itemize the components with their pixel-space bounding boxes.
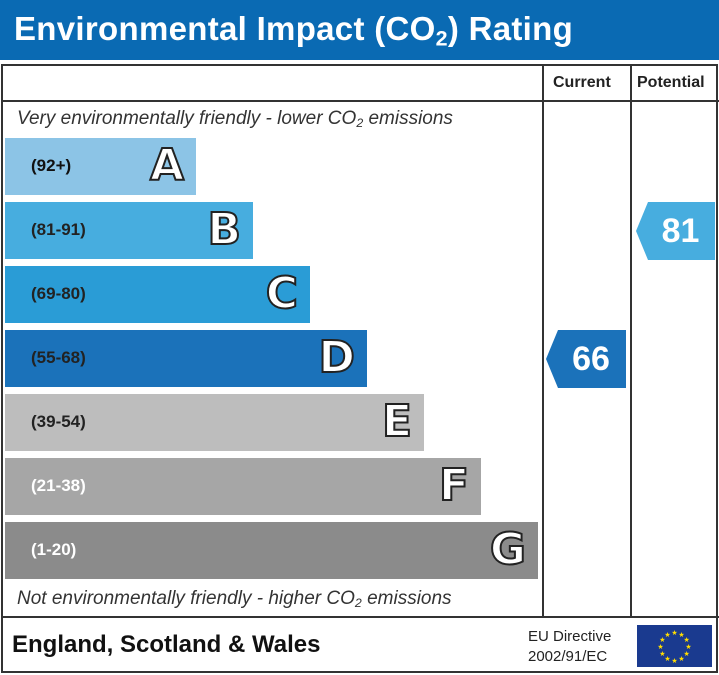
title-end: ) Rating [447,10,574,47]
band-bar-d: (55-68) D [5,330,367,387]
band-bar-b: (81-91) B [5,202,253,259]
svg-text:★: ★ [657,643,663,651]
band-bar-g: (1-20) G [5,522,538,579]
band-range: (39-54) [31,412,86,431]
band-bar-f: (21-38) F [5,458,481,515]
band-letter: C [265,267,299,320]
title-text: Environmental Impact (CO [14,10,436,47]
band-letter: F [438,459,470,512]
region-label: England, Scotland & Wales [12,631,321,658]
band-range: (1-20) [31,540,77,559]
band-bar-c: (69-80) C [5,266,310,323]
svg-text:★: ★ [671,657,677,665]
band-letter: A [149,139,185,192]
svg-text:★: ★ [678,631,684,639]
divider [3,616,719,618]
eu-flag-icon: ★★★★★★★★★ ★ ★★ [637,625,712,667]
svg-text:★: ★ [678,655,684,663]
eu-directive: EU Directive 2002/91/EC [528,628,612,665]
band-range: (55-68) [31,348,86,367]
svg-text:★: ★ [664,655,670,663]
svg-text:★: ★ [683,636,689,644]
band-letter: D [317,331,356,384]
band-bar-e: (39-54) E [5,394,424,451]
rating-table: Current Potential Very environmentally f… [1,64,719,673]
band-range: (81-91) [31,220,86,239]
current-column-header: Current [553,74,611,91]
band-range: (92+) [31,156,72,175]
band-letter: E [381,395,413,448]
svg-text:★: ★ [664,631,670,639]
svg-text:★: ★ [671,629,677,637]
title-subscript: 2 [435,26,448,51]
current-rating-value: 66 [572,339,610,378]
divider [3,100,719,102]
band-range: (69-80) [31,284,86,303]
band-letter: G [489,523,527,576]
potential-column-header: Potential [637,74,705,91]
divider [542,66,544,618]
page-title: Environmental Impact (CO2) Rating [0,0,719,60]
potential-rating-value: 81 [661,211,700,250]
band-range: (21-38) [31,476,86,495]
bottom-note: Not environmentally friendly - higher CO… [17,588,452,611]
svg-text:★: ★ [685,643,691,651]
svg-text:★: ★ [659,636,665,644]
potential-rating-arrow: 81 [636,202,715,260]
svg-text:★: ★ [683,650,689,658]
divider [630,66,632,618]
band-letter: B [206,203,242,256]
current-rating-arrow: 66 [546,330,626,388]
top-note: Very environmentally friendly - lower CO… [17,108,453,131]
svg-text:★: ★ [659,650,665,658]
band-bar-a: (92+) A [5,138,196,195]
